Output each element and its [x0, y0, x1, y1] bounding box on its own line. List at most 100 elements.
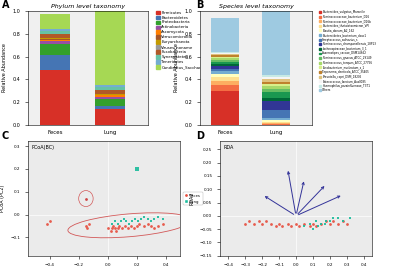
Point	[318, 222, 324, 226]
Point	[133, 224, 140, 228]
Point	[313, 219, 320, 223]
Point	[83, 196, 89, 201]
Text: B: B	[196, 0, 203, 10]
Y-axis label: PCoA (PC2): PCoA (PC2)	[0, 185, 5, 212]
Point	[84, 226, 90, 230]
Bar	[40, 38, 70, 39]
Bar	[262, 124, 290, 125]
Bar	[40, 14, 70, 29]
Point	[160, 217, 166, 221]
Bar	[212, 52, 240, 53]
Point	[330, 219, 336, 223]
Point	[250, 222, 257, 226]
Bar	[95, 87, 125, 90]
Point	[132, 217, 138, 221]
Point	[256, 219, 262, 223]
Point	[148, 219, 154, 224]
Point	[301, 222, 308, 226]
Text: D: D	[196, 131, 204, 141]
Bar	[262, 89, 290, 92]
Bar	[262, 98, 290, 101]
Point	[113, 228, 120, 233]
Point	[112, 226, 118, 230]
Bar	[212, 69, 240, 71]
Bar	[40, 55, 70, 70]
Point	[301, 224, 308, 229]
Bar	[262, 101, 290, 110]
Point	[136, 221, 143, 226]
Bar	[40, 40, 70, 41]
Point	[310, 227, 316, 231]
Point	[259, 222, 266, 226]
Point	[135, 219, 141, 224]
Point	[315, 224, 321, 229]
Point	[326, 219, 333, 223]
Bar	[40, 39, 70, 40]
Point	[323, 219, 330, 223]
Point	[118, 219, 124, 224]
Point	[330, 216, 336, 221]
Text: PCoA(BC): PCoA(BC)	[31, 145, 54, 150]
Bar	[212, 74, 240, 77]
Bar	[262, 82, 290, 84]
Point	[293, 222, 299, 226]
Y-axis label: Relative Abundance: Relative Abundance	[2, 44, 7, 92]
Title: Phylum level taxonomy: Phylum level taxonomy	[51, 4, 125, 9]
Bar	[262, 11, 290, 75]
Bar	[262, 75, 290, 77]
Point	[272, 224, 279, 229]
Point	[145, 221, 151, 226]
Point	[335, 216, 342, 221]
Point	[112, 219, 118, 224]
Bar	[212, 53, 240, 54]
Point	[141, 215, 147, 219]
Bar	[40, 41, 70, 44]
Point	[148, 224, 154, 228]
Bar	[95, 11, 125, 85]
Point	[151, 217, 157, 221]
Bar	[212, 58, 240, 60]
Y-axis label: RDA2: RDA2	[189, 192, 194, 205]
Bar	[262, 110, 290, 118]
Point	[120, 217, 127, 221]
Point	[242, 222, 248, 226]
Point	[104, 226, 111, 230]
Bar	[40, 29, 70, 32]
Bar	[40, 44, 70, 55]
Point	[114, 226, 121, 230]
Point	[155, 224, 162, 228]
Point	[151, 226, 157, 230]
Point	[310, 222, 316, 226]
Bar	[262, 86, 290, 89]
Bar	[212, 81, 240, 85]
Point	[322, 222, 328, 226]
Y-axis label: Relative Abundance: Relative Abundance	[174, 44, 179, 92]
Bar	[95, 90, 125, 94]
Point	[160, 221, 166, 226]
Point	[122, 224, 128, 228]
Bar	[95, 85, 125, 87]
Bar	[212, 60, 240, 62]
Point	[145, 217, 151, 221]
Bar	[95, 106, 125, 109]
Bar	[40, 32, 70, 34]
Bar	[212, 18, 240, 52]
Point	[133, 167, 140, 171]
Bar	[262, 123, 290, 124]
Point	[340, 219, 346, 223]
Text: C: C	[2, 131, 9, 141]
Point	[141, 224, 147, 228]
Bar	[212, 66, 240, 69]
Bar	[262, 120, 290, 122]
Point	[279, 224, 286, 229]
Point	[138, 217, 144, 221]
Point	[268, 222, 274, 226]
Point	[323, 219, 330, 223]
Bar	[212, 55, 240, 57]
Legend: Firmicutes, Bacteroidetes, Proteobacteria, Actinobacteria, Ascomycota, Verrucomi: Firmicutes, Bacteroidetes, Proteobacteri…	[156, 11, 216, 69]
Bar	[212, 77, 240, 81]
Point	[128, 224, 134, 228]
Point	[107, 228, 114, 233]
Point	[347, 216, 353, 221]
Title: Species level taxonomy: Species level taxonomy	[218, 4, 294, 9]
